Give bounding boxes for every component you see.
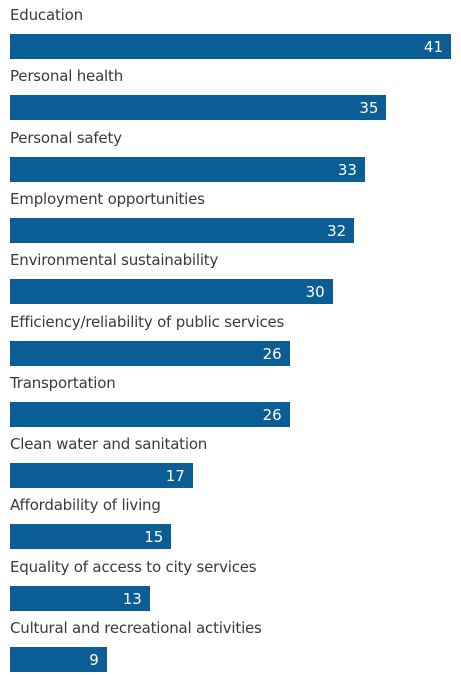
category-label: Education [10, 6, 83, 24]
bar-row: Affordability of living 15 [10, 490, 450, 551]
bar: 35 [10, 95, 387, 121]
bar-row: Clean water and sanitation 17 [10, 429, 450, 490]
category-label: Employment opportunities [10, 189, 205, 208]
value-label: 15 [144, 528, 164, 547]
category-label: Equality of access to city services [10, 557, 257, 576]
bar-row: Personal safety 33 [10, 123, 450, 184]
bar: 9 [10, 647, 107, 672]
bar-row: Cultural and recreational activities 9 [10, 613, 450, 674]
bar-row: Environmental sustainability 30 [10, 245, 450, 306]
value-label: 32 [327, 221, 347, 240]
bar-row: Transportation 26 [10, 368, 450, 429]
bar-row: Efficiency/reliability of public service… [10, 307, 450, 368]
category-label: Personal safety [10, 128, 122, 147]
category-label: Cultural and recreational activities [10, 619, 262, 637]
category-label: Personal health [10, 67, 124, 86]
category-label: Transportation [10, 373, 116, 392]
bar: 32 [10, 217, 355, 243]
bar-row: Personal health 35 [10, 61, 450, 122]
bar: 26 [10, 340, 290, 366]
bar-row: Equality of access to city services 13 [10, 552, 450, 613]
category-label: Clean water and sanitation [10, 435, 208, 454]
value-label: 26 [262, 405, 282, 424]
value-label: 35 [359, 99, 379, 118]
bar: 15 [10, 524, 172, 550]
category-label: Affordability of living [10, 496, 161, 515]
bar: 26 [10, 401, 290, 427]
value-label: 30 [305, 283, 325, 302]
value-label: 17 [165, 467, 185, 486]
value-label: 9 [89, 651, 99, 669]
bar: 30 [10, 279, 333, 305]
bar: 41 [10, 34, 451, 59]
category-label: Efficiency/reliability of public service… [10, 312, 285, 331]
value-label: 33 [337, 160, 357, 179]
bar: 17 [10, 463, 193, 489]
value-label: 13 [122, 589, 142, 608]
bar-row: Employment opportunities 32 [10, 184, 450, 245]
bar: 33 [10, 156, 365, 182]
bar: 13 [10, 585, 150, 611]
category-label: Environmental sustainability [10, 251, 219, 270]
value-label: 26 [262, 344, 282, 363]
bar-row: Education 41 [10, 0, 451, 61]
value-label: 41 [423, 38, 443, 56]
